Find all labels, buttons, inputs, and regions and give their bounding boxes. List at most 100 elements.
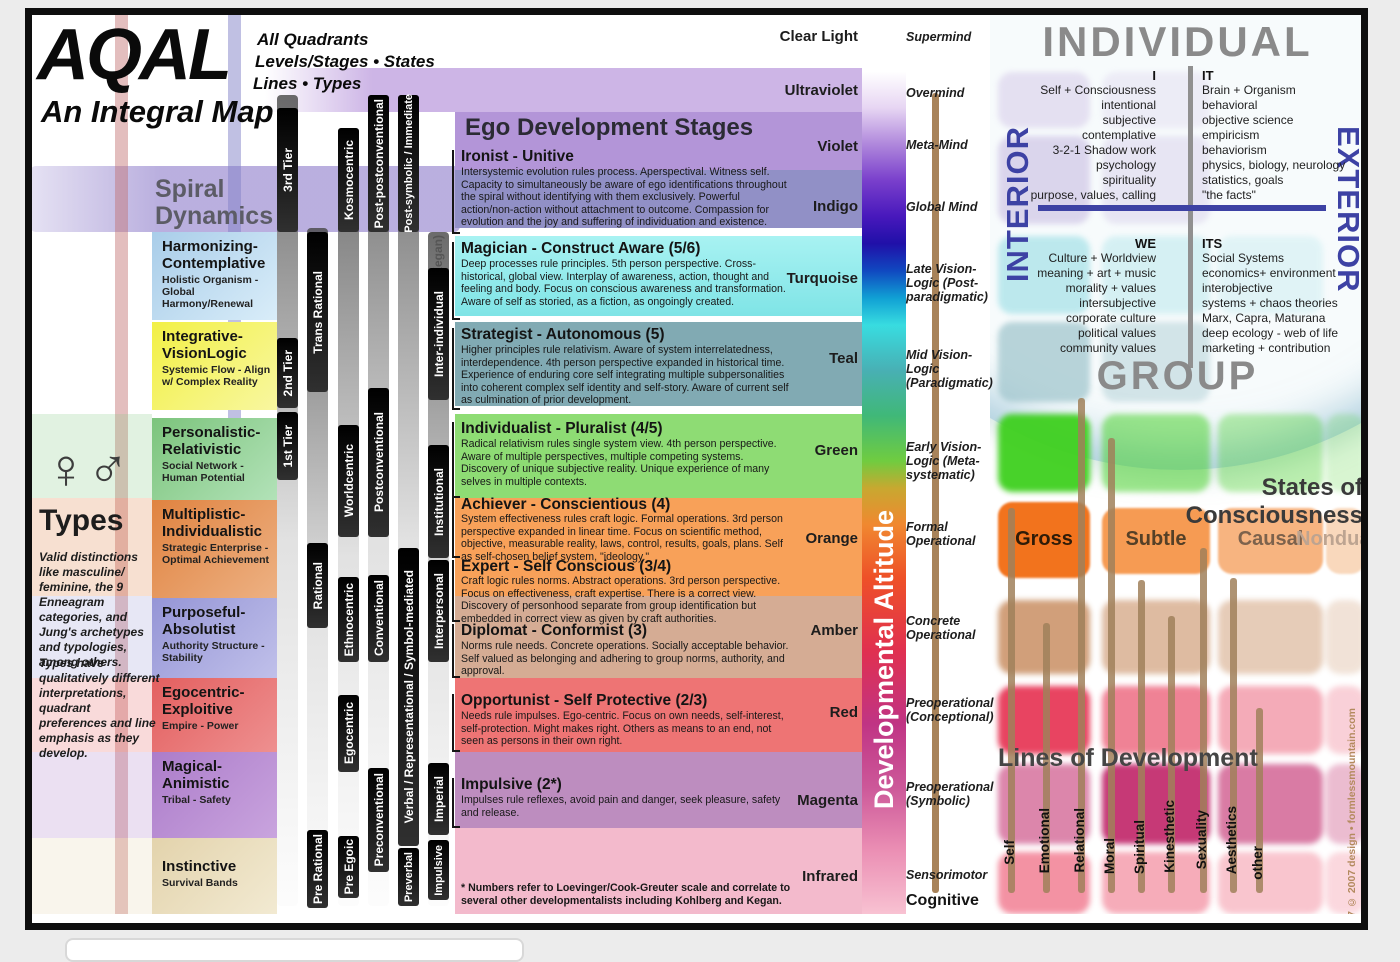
devline-label-sexuality: Sexuality (1194, 810, 1209, 870)
level-ultraviolet: Ultraviolet (784, 82, 858, 99)
level-row-blob (1102, 764, 1210, 844)
stage-strategist-desc: Higher principles rule relativism. Aware… (461, 344, 789, 407)
red-band (455, 678, 862, 752)
stage-bracket (452, 328, 460, 410)
altitude-bar (862, 8, 906, 914)
left-row-green (30, 414, 152, 498)
devline-aesthetics (1230, 578, 1237, 893)
tier-1st-pill: 1st Tier (277, 412, 298, 480)
tagline-line3: Lines • Types (253, 74, 362, 93)
level-row-blob (1326, 764, 1365, 844)
devline-label-other: other (1250, 846, 1265, 880)
level-amber: Amber (810, 622, 858, 639)
level-row-blob (1102, 414, 1210, 492)
violet-band (455, 112, 862, 170)
level-row-blob (998, 72, 1090, 128)
devline-self (1008, 508, 1015, 893)
level-row-blob (1102, 600, 1210, 674)
sd-stage-instinctive: Instinctive Survival Bands (152, 838, 277, 914)
cog-late-vision-logic: Late Vision-Logic (Post-paradigmatic) (906, 262, 988, 304)
stage-ironist-heading: Ironist - Unitive (461, 148, 574, 165)
turquoise-band (455, 236, 862, 316)
stage-bracket (452, 778, 460, 828)
verbal-representational-pill: Verbal / Representational / Symbol-media… (398, 548, 419, 846)
level-row-blob (1326, 600, 1365, 674)
stage-achiever-heading: Achiever - Conscientious (4) (461, 496, 671, 513)
left-row-orange (30, 498, 152, 596)
left-stripe-red (115, 8, 128, 914)
level-infrared: Infrared (802, 868, 858, 885)
stage-expert-desc: Craft logic rules norms. Abstract operat… (461, 575, 781, 625)
devline-label-self: Self (1002, 840, 1017, 865)
cog-preop-conceptional: Preoperational (Conceptional) (906, 696, 994, 724)
sd-stage-egocentric: Egocentric-Exploitive Empire - Power (152, 678, 277, 752)
exterior-label: EXTERIOR (1331, 126, 1365, 293)
types-heading: Types (39, 504, 124, 537)
state-subtle-label: Subtle (1125, 528, 1187, 550)
inter-individual-pill: Inter-individual (428, 268, 449, 400)
tagline-line2: Levels/Stages • States (255, 52, 435, 71)
left-row-magenta (30, 752, 152, 838)
infrared-band (455, 828, 862, 914)
quadrant-vertical-line (1188, 66, 1193, 368)
devline-moral (1108, 438, 1115, 893)
devline-spiritual (1138, 580, 1145, 893)
aqal-poster: AQAL An Integral Map All Quadrants Level… (25, 8, 1368, 930)
stage-bracket (452, 422, 460, 498)
devline-label-kinesthetic: Kinesthetic (1162, 800, 1177, 873)
sd-stage-harmonizing: Harmonizing-Contemplative Holistic Organi… (152, 232, 277, 320)
state-nondual-block (1326, 508, 1365, 574)
stage-bracket (452, 624, 460, 678)
stage-magician-heading: Magician - Construct Aware (5/6) (461, 240, 701, 257)
impulsive-pill: Impulsive (428, 840, 449, 900)
quadrant-horizontal-line (1038, 205, 1326, 211)
stage-impulsive-desc: Impulses rule reflexes, avoid pain and d… (461, 794, 781, 819)
level-turquoise: Turquoise (786, 270, 858, 287)
devline-kinesthetic (1168, 616, 1175, 893)
trans-rational-pill: Trans Rational (307, 232, 328, 392)
quadrant-we: WE Culture + Worldview meaning + art + m… (1037, 236, 1156, 355)
cog-preop-symbolic: Preoperational (Symbolic) (906, 780, 994, 808)
bottom-toolbar[interactable] (65, 938, 524, 962)
devline-other (1256, 708, 1263, 893)
state-gross-label: Gross (1015, 528, 1073, 550)
sd-stage-purposeful: Purposeful-Absolutist Authority Structure… (152, 598, 277, 678)
spiral-dynamics-header: Spiral Dynamics (155, 175, 274, 230)
level-magenta: Magenta (797, 792, 858, 809)
stage-strategist-heading: Strategist - Autonomous (5) (461, 326, 665, 343)
left-row-tan (30, 838, 152, 914)
stage-expert-heading: Expert - Self Conscious (3/4) (461, 558, 672, 575)
cog-supermind: Supermind (906, 30, 972, 44)
stage-impulsive-heading: Impulsive (2*) (461, 776, 562, 793)
group-heading: GROUP (1096, 354, 1259, 398)
quadrant-panel: INDIVIDUAL INTERIOR EXTERIOR I Self + Co… (990, 8, 1365, 914)
kosmocentric-pill: Kosmocentric (338, 128, 359, 232)
cognitive-axis-label: Cognitive (906, 892, 979, 909)
postconventional-pill: Postconventional (368, 388, 389, 537)
level-indigo: Indigo (813, 198, 858, 215)
stage-individualist-heading: Individualist - Pluralist (4/5) (461, 420, 663, 437)
devline-label-emotional: Emotional (1037, 808, 1052, 874)
stage-diplomat-desc: Norms rule needs. Concrete operations. S… (461, 640, 789, 678)
cog-mid-vision-logic: Mid Vision-Logic (Paradigmatic) (906, 348, 993, 390)
left-row-red (30, 678, 152, 752)
level-row-blob (1326, 686, 1365, 754)
post-postconventional-pill: Post-postconventional (368, 95, 389, 232)
state-subtle-block (1102, 508, 1210, 574)
level-row-blob (998, 414, 1090, 492)
sd-stage-magical: Magical-Animistic Tribal - Safety (152, 752, 277, 838)
level-row-blob (1102, 852, 1210, 914)
level-row-blob (998, 322, 1090, 402)
state-causal-block (1218, 508, 1323, 574)
stage-opportunist-desc: Needs rule impulses. Ego-centric. Focus … (461, 710, 784, 748)
level-row-blob (1326, 852, 1365, 914)
ego-footnote: * Numbers refer to Loevinger/Cook-Greute… (461, 882, 791, 907)
orange-band (455, 498, 862, 596)
devline-label-aesthetics: Aesthetics (1224, 806, 1239, 875)
teal-band (455, 322, 862, 406)
types-paragraph-1: Valid distinctions like masculine/ femin… (39, 550, 144, 669)
cog-global-mind: Global Mind (906, 200, 978, 214)
stage-individualist-desc: Radical relativism rules single system v… (461, 438, 777, 488)
indigo-band (455, 170, 862, 228)
cog-concrete-operational: Concrete Operational (906, 614, 976, 642)
